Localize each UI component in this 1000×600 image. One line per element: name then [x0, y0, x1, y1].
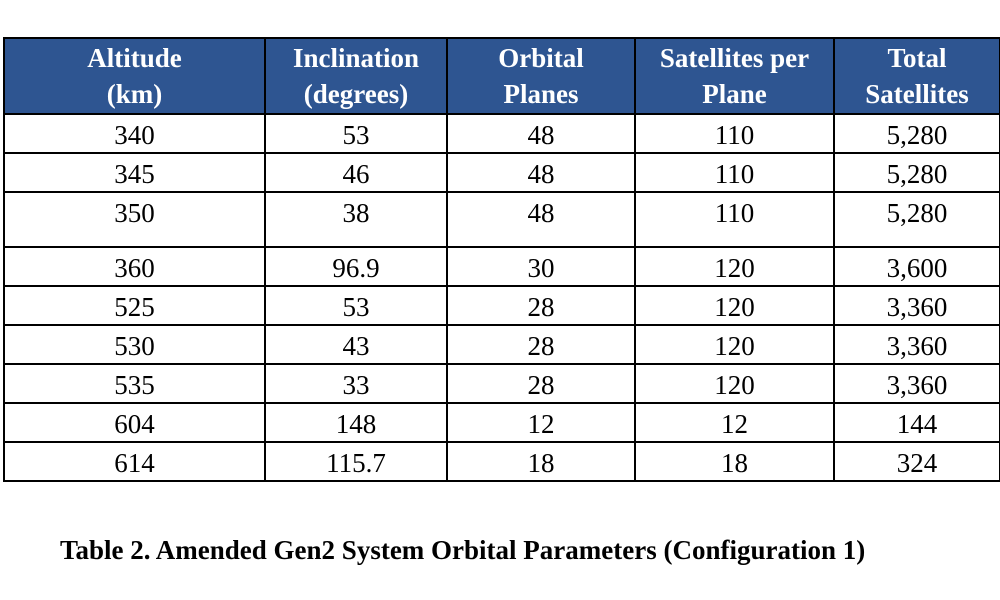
header-orbital-planes: Orbital Planes: [446, 37, 636, 115]
table-row: 350 38 48 110 5,280: [3, 191, 1000, 248]
cell-orbital-planes: 30: [446, 246, 636, 287]
cell-inclination: 38: [264, 191, 448, 248]
cell-orbital-planes: 48: [446, 152, 636, 193]
cell-orbital-planes: 28: [446, 324, 636, 365]
table-row: 345 46 48 110 5,280: [3, 152, 1000, 193]
cell-orbital-planes: 28: [446, 285, 636, 326]
cell-altitude: 340: [3, 113, 266, 154]
cell-satellites-per-plane: 110: [634, 191, 835, 248]
cell-satellites-per-plane: 120: [634, 324, 835, 365]
table-body: 340 53 48 110 5,280 345 46 48 110 5,280 …: [3, 113, 1000, 482]
header-satellites-per-plane: Satellites per Plane: [634, 37, 835, 115]
cell-orbital-planes: 48: [446, 191, 636, 248]
cell-altitude: 345: [3, 152, 266, 193]
orbital-parameters-table: Altitude (km) Inclination (degrees) Orbita…: [3, 37, 1000, 482]
cell-satellites-per-plane: 120: [634, 363, 835, 404]
cell-satellites-per-plane: 120: [634, 285, 835, 326]
table-row: 530 43 28 120 3,360: [3, 324, 1000, 365]
cell-inclination: 53: [264, 285, 448, 326]
cell-altitude: 604: [3, 402, 266, 443]
cell-inclination: 46: [264, 152, 448, 193]
cell-satellites-per-plane: 12: [634, 402, 835, 443]
cell-inclination: 148: [264, 402, 448, 443]
header-row: Altitude (km) Inclination (degrees) Orbita…: [3, 37, 1000, 115]
cell-inclination: 96.9: [264, 246, 448, 287]
cell-inclination: 115.7: [264, 441, 448, 482]
cell-orbital-planes: 12: [446, 402, 636, 443]
cell-inclination: 43: [264, 324, 448, 365]
cell-orbital-planes: 28: [446, 363, 636, 404]
cell-total-satellites: 3,360: [833, 363, 1000, 404]
table-row: 360 96.9 30 120 3,600: [3, 246, 1000, 287]
header-inclination: Inclination (degrees): [264, 37, 448, 115]
cell-satellites-per-plane: 18: [634, 441, 835, 482]
cell-orbital-planes: 18: [446, 441, 636, 482]
cell-altitude: 535: [3, 363, 266, 404]
cell-satellites-per-plane: 110: [634, 113, 835, 154]
cell-altitude: 525: [3, 285, 266, 326]
table-row: 340 53 48 110 5,280: [3, 113, 1000, 154]
header-altitude: Altitude (km): [3, 37, 266, 115]
cell-inclination: 33: [264, 363, 448, 404]
cell-total-satellites: 5,280: [833, 152, 1000, 193]
cell-total-satellites: 3,360: [833, 324, 1000, 365]
cell-altitude: 614: [3, 441, 266, 482]
table-caption: Table 2. Amended Gen2 System Orbital Par…: [60, 535, 866, 565]
table-row: 535 33 28 120 3,360: [3, 363, 1000, 404]
table-row: 525 53 28 120 3,360: [3, 285, 1000, 326]
table-row: 604 148 12 12 144: [3, 402, 1000, 443]
cell-total-satellites: 3,360: [833, 285, 1000, 326]
table-row: 614 115.7 18 18 324: [3, 441, 1000, 482]
cell-total-satellites: 3,600: [833, 246, 1000, 287]
cell-total-satellites: 5,280: [833, 191, 1000, 248]
cell-altitude: 360: [3, 246, 266, 287]
table-header: Altitude (km) Inclination (degrees) Orbita…: [3, 37, 1000, 115]
cell-satellites-per-plane: 110: [634, 152, 835, 193]
cell-altitude: 530: [3, 324, 266, 365]
header-total-satellites: Total Satellites: [833, 37, 1000, 115]
cell-satellites-per-plane: 120: [634, 246, 835, 287]
cell-total-satellites: 5,280: [833, 113, 1000, 154]
cell-altitude: 350: [3, 191, 266, 248]
cell-inclination: 53: [264, 113, 448, 154]
cell-orbital-planes: 48: [446, 113, 636, 154]
cell-total-satellites: 324: [833, 441, 1000, 482]
cell-total-satellites: 144: [833, 402, 1000, 443]
